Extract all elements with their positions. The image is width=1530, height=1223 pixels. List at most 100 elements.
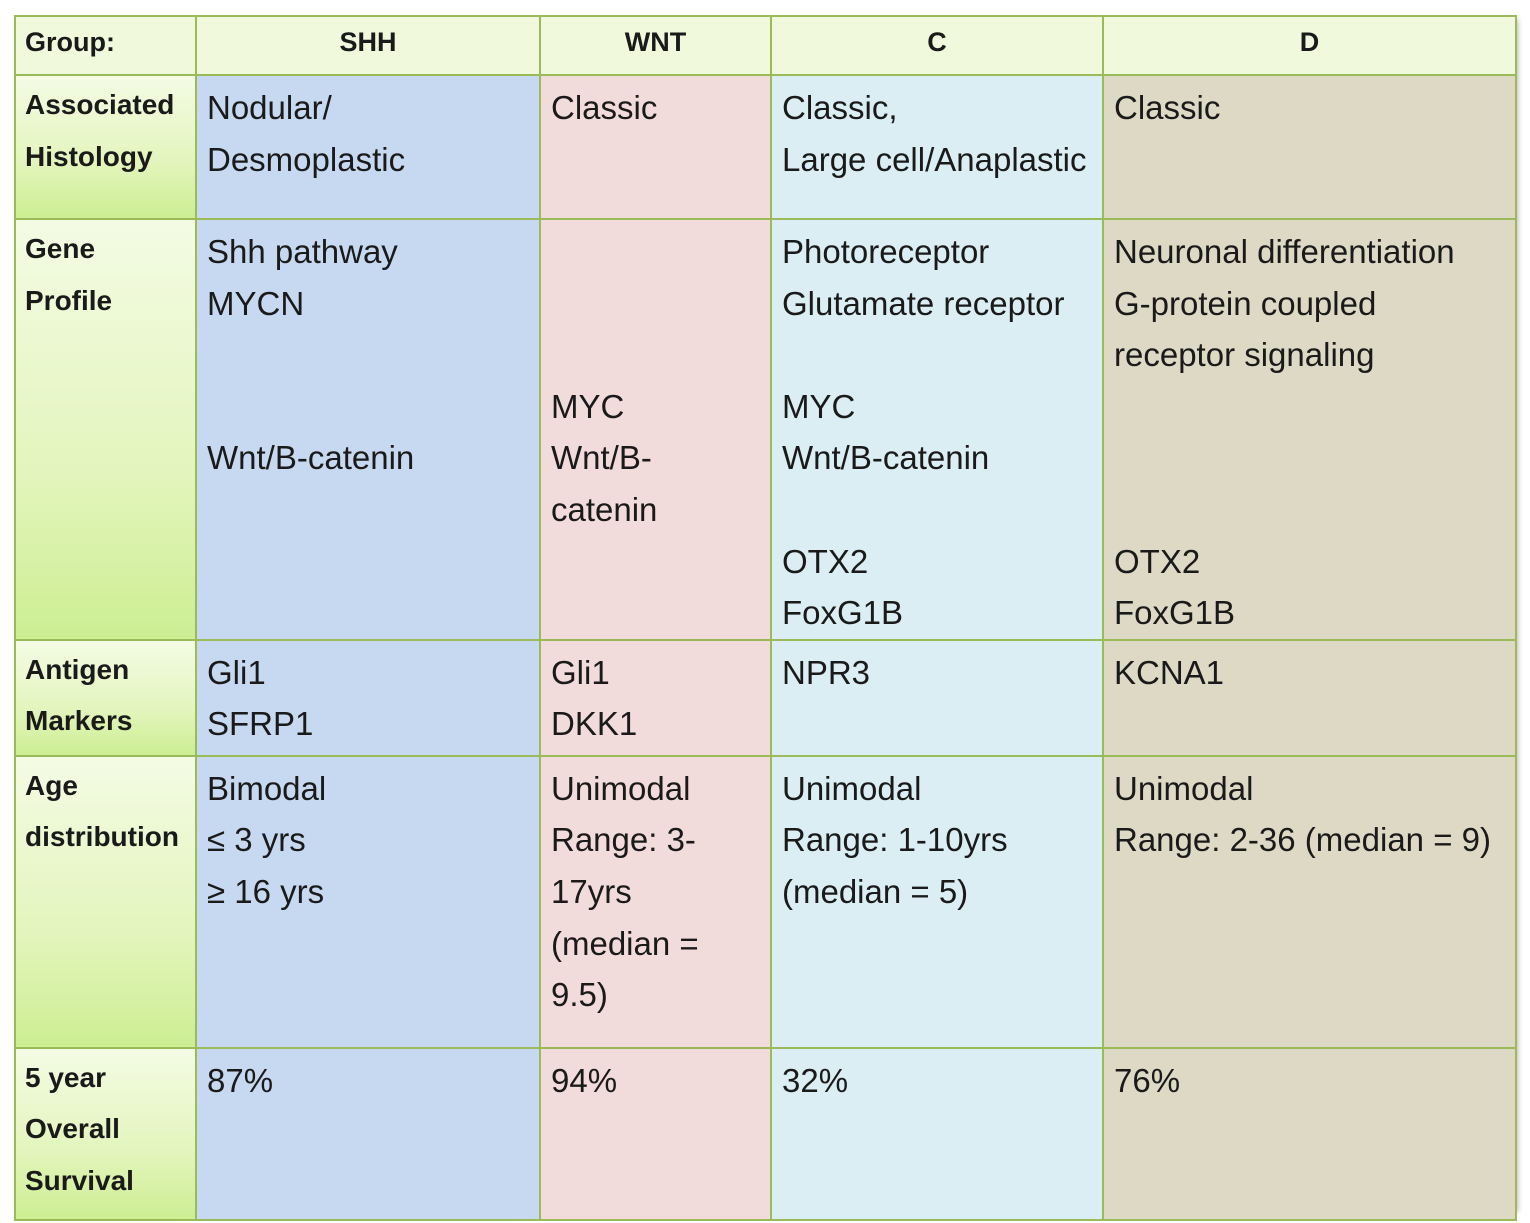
row-histology: Associated Histology Nodular/Desmoplastic… (14, 74, 1517, 220)
cell-d: 76% (1102, 1046, 1517, 1221)
group-header-wnt: WNT (624, 27, 687, 57)
cell-d: Neuronal differentiation G-protein couple… (1102, 218, 1517, 641)
header-cell-shh: SHH (195, 15, 541, 76)
header-cell-d: D (1102, 15, 1517, 76)
group-header-label: Group: (25, 27, 115, 57)
cell-line: FoxG1B (782, 594, 904, 632)
cell-line: Profile (25, 284, 113, 316)
cell-line: Unimodal (551, 769, 691, 807)
cell-text: Unimodal Range: 1-10yrs (median = 5) (773, 758, 1101, 918)
cell-text: 94% (542, 1050, 769, 1107)
cell-text: Photoreceptor Glutamate receptor MYC Wnt/B-… (773, 221, 1101, 638)
cell-line: DKK1 (551, 705, 638, 743)
cell-line: KCNA1 (1114, 653, 1225, 691)
cell-line: 32% (782, 1061, 849, 1099)
cell-line (551, 278, 769, 330)
cell-text: Classic, Large cell/Anaplastic (773, 77, 1101, 185)
row-label: Associated Histology (17, 77, 194, 185)
cell-c: NPR3 (770, 638, 1104, 757)
cell-line (1114, 381, 1514, 433)
cell-text: Unimodal Range: 3- 17yrs (median = 9.5) (542, 758, 769, 1021)
cell-line: MYCN (207, 284, 305, 322)
header-cell-group: Group: (14, 15, 197, 76)
cell-line: distribution (25, 821, 179, 853)
cell-line (1114, 432, 1514, 484)
cell-line: Age (25, 769, 78, 801)
cell-wnt: Unimodal Range: 3- 17yrs (median = 9.5) (539, 754, 772, 1049)
cell-c: Unimodal Range: 1-10yrs (median = 5) (770, 754, 1104, 1049)
cell-line: receptor signaling (1114, 336, 1375, 374)
cell-text: Gli1 SFRP1 (198, 642, 538, 750)
row-label: 5 year Overall Survival (17, 1050, 194, 1210)
cell-line: Classic, (782, 89, 898, 126)
cell-line: SFRP1 (207, 705, 314, 743)
cell-line: Histology (25, 140, 153, 172)
cell-line: Neuronal differentiation (1114, 233, 1455, 270)
cell-line: Unimodal (1114, 769, 1254, 807)
cell-line: Bimodal (207, 769, 327, 807)
cell-line (1114, 484, 1514, 536)
cell-text: Neuronal differentiation G-protein couple… (1105, 221, 1514, 638)
cell-line: Range: 3- (551, 821, 696, 859)
cell-line: Glutamate receptor (782, 284, 1065, 322)
row-label-cell: 5 year Overall Survival (14, 1046, 197, 1221)
medulloblastoma-subgroup-table: Group: SHH WNT C D Associated Histology N… (14, 15, 1517, 1221)
cell-line: Wnt/B-catenin (782, 439, 990, 477)
cell-line: Photoreceptor (782, 233, 990, 270)
header-cell-wnt: WNT (539, 15, 772, 76)
cell-text: KCNA1 (1105, 642, 1514, 699)
cell-line: ≤ 3 yrs (207, 821, 306, 859)
cell-line: Associated (25, 89, 175, 120)
row-label: Age distribution (17, 758, 194, 866)
cell-line: Shh pathway (207, 233, 398, 270)
cell-line (207, 381, 538, 433)
cell-line: ≥ 16 yrs (207, 872, 325, 910)
cell-text: Classic (1105, 77, 1514, 134)
cell-line: Nodular/ (207, 89, 332, 126)
cell-line: 76% (1114, 1061, 1181, 1099)
cell-line: (median = 5) (782, 872, 969, 910)
row-label-cell: Associated Histology (14, 74, 197, 220)
cell-text: Shh pathway MYCN Wnt/B-catenin (198, 221, 538, 484)
cell-c: 32% (770, 1046, 1104, 1221)
cell-line: (median = (551, 924, 699, 962)
cell-text: MYC Wnt/B-catenin (542, 221, 769, 536)
cell-line: 87% (207, 1061, 274, 1099)
cell-text: 76% (1105, 1050, 1514, 1107)
cell-line: Gli1 (207, 653, 266, 691)
cell-d: Unimodal Range: 2-36 (median = 9) (1102, 754, 1517, 1049)
cell-line: Classic (551, 89, 658, 126)
cell-wnt: Gli1 DKK1 (539, 638, 772, 757)
row-label: Gene Profile (17, 221, 194, 329)
cell-line: Wnt/B-catenin (207, 439, 415, 477)
cell-line: OTX2 (1114, 542, 1201, 580)
cell-line (782, 329, 1101, 381)
cell-line: Classic (1114, 89, 1221, 126)
row-antigen-markers: Antigen Markers Gli1 SFRP1 Gli1 DKK1 NPR3 K… (14, 638, 1517, 757)
group-header-shh: SHH (339, 27, 397, 57)
cell-line: G-protein coupled (1114, 284, 1377, 322)
cell-d: Classic (1102, 74, 1517, 220)
row-label: Antigen Markers (17, 642, 194, 750)
cell-line (207, 329, 538, 381)
cell-wnt: MYC Wnt/B-catenin (539, 218, 772, 641)
row-label-cell: Antigen Markers (14, 638, 197, 757)
cell-line: Survival (25, 1164, 134, 1196)
cell-line: catenin (551, 490, 658, 528)
cell-text: 87% (198, 1050, 538, 1107)
cell-line: Wnt/B- (551, 439, 652, 477)
cell-wnt: Classic (539, 74, 772, 220)
cell-line: MYC (782, 387, 856, 425)
cell-shh: Gli1 SFRP1 (195, 638, 541, 757)
cell-line: Range: 2-36 (median = 9) (1114, 821, 1491, 859)
group-header-c: C (927, 27, 947, 57)
cell-text: NPR3 (773, 642, 1101, 699)
cell-text: Bimodal ≤ 3 yrs ≥ 16 yrs (198, 758, 538, 918)
header-row: Group: SHH WNT C D (14, 15, 1517, 76)
cell-line: Unimodal (782, 769, 922, 807)
cell-line: FoxG1B (1114, 594, 1236, 632)
cell-line: Overall (25, 1113, 120, 1145)
cell-text: 32% (773, 1050, 1101, 1107)
row-gene-profile: Gene Profile Shh pathway MYCN Wnt/B-catenin… (14, 218, 1517, 641)
row-label-cell: Age distribution (14, 754, 197, 1049)
